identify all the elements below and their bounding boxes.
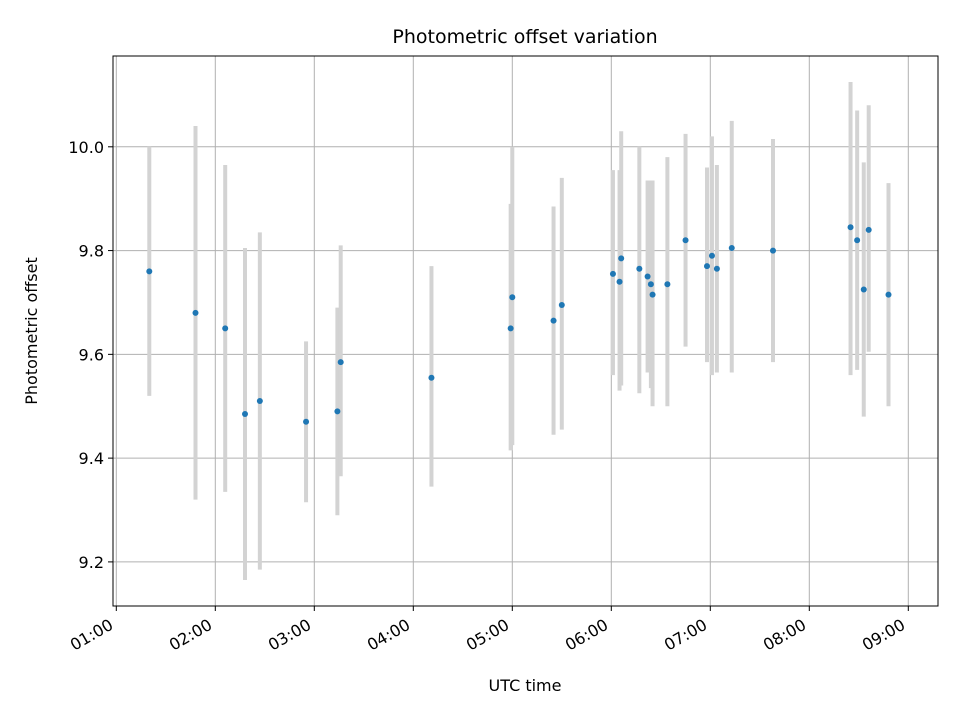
data-point: [609, 270, 616, 277]
chart-title: Photometric offset variation: [392, 26, 657, 48]
y-axis-ticks: 9.2 9.4 9.6 9.8 10.0: [68, 138, 113, 572]
data-point: [618, 255, 625, 262]
y-tick-label: 10.0: [68, 138, 104, 157]
data-point: [509, 294, 516, 301]
data-point: [337, 359, 344, 366]
data-point: [713, 265, 720, 272]
data-point: [428, 374, 435, 381]
data-point: [708, 252, 715, 259]
data-point: [616, 278, 623, 285]
data-point: [728, 244, 735, 251]
y-tick-label: 9.6: [79, 345, 104, 364]
data-point: [860, 286, 867, 293]
y-tick-label: 9.4: [79, 449, 104, 468]
x-tick-label: 07:00: [661, 615, 710, 655]
y-tick-label: 9.8: [79, 242, 104, 261]
data-point: [647, 281, 654, 288]
x-tick-label: 05:00: [463, 615, 512, 655]
data-point: [682, 237, 689, 244]
y-tick-label: 9.2: [79, 553, 104, 572]
data-point: [303, 418, 310, 425]
data-point: [885, 291, 892, 298]
x-tick-label: 06:00: [562, 615, 611, 655]
x-axis-label: UTC time: [489, 676, 562, 695]
data-points: [146, 224, 892, 425]
data-point: [649, 291, 656, 298]
data-point: [256, 398, 263, 405]
x-tick-label: 08:00: [760, 615, 809, 655]
data-point: [770, 247, 776, 254]
x-tick-label: 09:00: [859, 615, 908, 655]
data-point: [644, 273, 651, 280]
data-point: [242, 411, 248, 418]
data-point: [854, 237, 861, 244]
x-tick-label: 03:00: [265, 615, 314, 655]
plot-frame: [112, 55, 939, 607]
grid-lines: [113, 56, 938, 606]
x-tick-label: 02:00: [166, 615, 215, 655]
y-axis-label: Photometric offset: [22, 257, 41, 405]
data-point: [550, 317, 557, 324]
x-tick-label: 04:00: [364, 615, 413, 655]
x-tick-label: 01:00: [67, 615, 116, 655]
data-point: [507, 325, 514, 332]
data-point: [192, 309, 199, 316]
data-point: [558, 302, 565, 309]
data-point: [865, 226, 872, 233]
data-point: [847, 224, 854, 231]
data-point: [222, 325, 229, 332]
data-point: [704, 263, 710, 270]
data-point: [664, 281, 671, 288]
x-axis-ticks: 01:00 02:00 03:00 04:00 05:00 06:00 07:00 08:00…: [67, 606, 909, 655]
error-bars: [147, 81, 891, 581]
data-point: [146, 268, 153, 275]
data-point: [334, 408, 341, 415]
data-point: [636, 265, 643, 272]
